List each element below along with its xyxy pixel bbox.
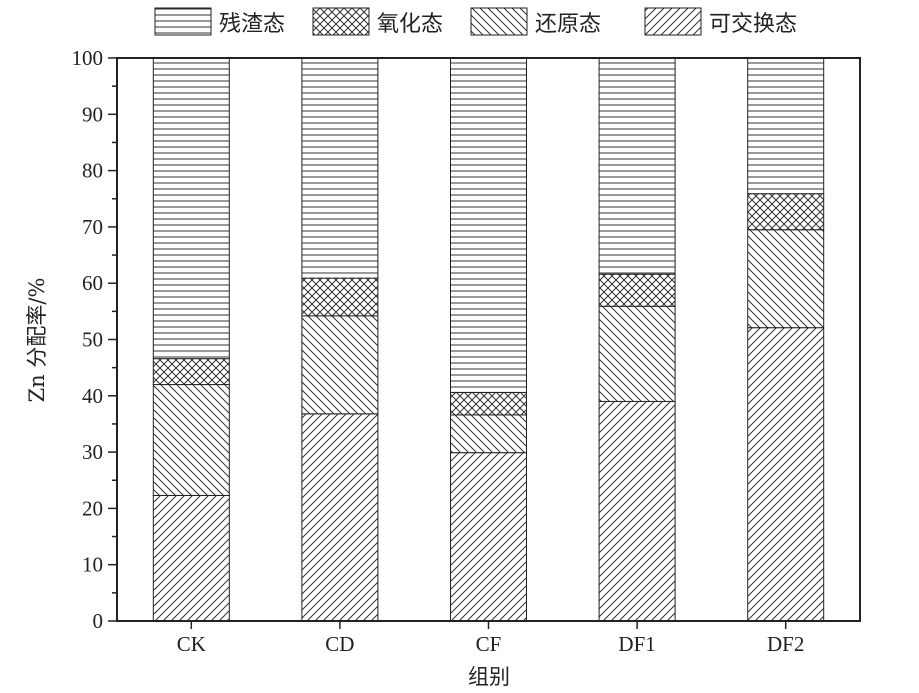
y-axis-title: Zn 分配率/% [25, 278, 49, 403]
x-tick-label-df2: DF2 [767, 632, 804, 656]
bar-cf-series-3 [450, 57, 527, 393]
bar-cd-series-2 [301, 277, 379, 317]
y-tick-label: 0 [93, 609, 104, 633]
bar-df2-series-3 [747, 57, 825, 195]
bar-ck-series-1 [152, 384, 230, 496]
y-tick-label: 70 [82, 215, 103, 239]
bar-df1-series-0 [598, 400, 676, 622]
bar-cd-series-3 [301, 57, 379, 279]
bar-cf-series-0 [450, 452, 527, 622]
x-tick-label-cd: CD [325, 632, 354, 656]
y-tick-label: 90 [82, 102, 103, 126]
y-tick-label: 50 [82, 328, 103, 352]
x-axis-title: 组别 [468, 665, 510, 689]
legend-swatch [644, 7, 702, 36]
y-tick-label: 60 [82, 271, 103, 295]
bar-df1-series-3 [598, 57, 676, 275]
bar-cd-series-0 [301, 413, 379, 622]
legend-swatch [312, 7, 370, 36]
y-tick-label: 10 [82, 553, 103, 577]
x-tick-label-df1: DF1 [618, 632, 655, 656]
bar-df1-series-2 [598, 273, 676, 307]
y-tick-label: 20 [82, 496, 103, 520]
legend: 残渣态 氧化态 还原态 可交换态 [154, 7, 797, 37]
bars-group [152, 57, 825, 622]
y-axis: 0 10 20 30 40 50 60 70 80 90 100 [72, 46, 117, 633]
bar-cf-series-2 [450, 391, 527, 416]
bar-ck-series-2 [152, 358, 230, 386]
legend-swatch [154, 7, 212, 36]
x-axis: CK CD CF DF1 DF2 [177, 621, 804, 656]
bar-ck-series-0 [152, 494, 230, 622]
legend-label: 可交换态 [709, 12, 797, 37]
bar-cd-series-1 [301, 315, 379, 415]
bar-df2-series-0 [747, 327, 825, 622]
legend-label: 残渣态 [219, 12, 285, 37]
bar-df1-series-1 [598, 305, 676, 402]
bar-cf-series-1 [450, 414, 527, 454]
bar-ck-series-3 [152, 57, 230, 360]
legend-swatch [470, 7, 528, 36]
y-tick-label: 40 [82, 384, 103, 408]
y-tick-label: 100 [72, 46, 104, 70]
legend-label: 还原态 [535, 12, 601, 37]
bar-df2-series-2 [747, 193, 825, 231]
legend-label: 氧化态 [377, 12, 443, 37]
y-tick-label: 30 [82, 440, 103, 464]
x-tick-label-cf: CF [476, 632, 502, 656]
bar-df2-series-1 [747, 229, 825, 329]
x-tick-label-ck: CK [177, 632, 206, 656]
y-tick-label: 80 [82, 159, 103, 183]
